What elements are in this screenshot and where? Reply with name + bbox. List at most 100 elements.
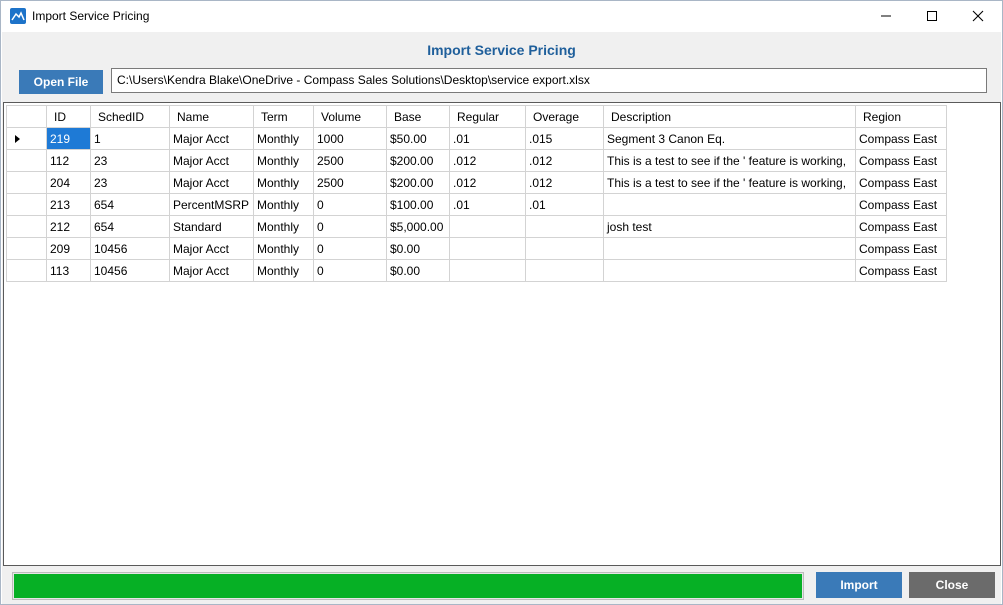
cell-region[interactable]: Compass East <box>855 259 947 282</box>
title-bar[interactable]: Import Service Pricing <box>1 1 1002 32</box>
cell-regular[interactable] <box>449 215 526 238</box>
cell-overage[interactable] <box>525 259 604 282</box>
column-header-regular[interactable]: Regular <box>449 105 526 128</box>
cell-description[interactable] <box>603 193 856 216</box>
cell-description[interactable] <box>603 237 856 260</box>
cell-id[interactable]: 212 <box>46 215 91 238</box>
row-header-cell[interactable] <box>6 149 47 172</box>
table-row[interactable]: 209 10456 Major Acct Monthly 0 $0.00 Compass E… <box>6 237 947 260</box>
cell-region[interactable]: Compass East <box>855 193 947 216</box>
cell-regular[interactable]: .012 <box>449 149 526 172</box>
open-file-button[interactable]: Open File <box>19 70 103 94</box>
cell-volume[interactable]: 2500 <box>313 149 387 172</box>
row-header-cell[interactable] <box>6 193 47 216</box>
column-header-base[interactable]: Base <box>386 105 450 128</box>
cell-overage[interactable] <box>525 215 604 238</box>
cell-base[interactable]: $200.00 <box>386 149 450 172</box>
column-header-description[interactable]: Description <box>603 105 856 128</box>
cell-region[interactable]: Compass East <box>855 149 947 172</box>
maximize-button[interactable] <box>909 1 955 32</box>
cell-schedid[interactable]: 23 <box>90 149 170 172</box>
cell-volume[interactable]: 0 <box>313 215 387 238</box>
cell-description[interactable]: This is a test to see if the ' feature i… <box>603 149 856 172</box>
cell-volume[interactable]: 0 <box>313 193 387 216</box>
row-header-cell[interactable] <box>6 127 47 150</box>
cell-name[interactable]: Standard <box>169 215 254 238</box>
column-header-overage[interactable]: Overage <box>525 105 604 128</box>
cell-term[interactable]: Monthly <box>253 127 314 150</box>
cell-regular[interactable] <box>449 259 526 282</box>
cell-region[interactable]: Compass East <box>855 127 947 150</box>
column-header-region[interactable]: Region <box>855 105 947 128</box>
cell-schedid[interactable]: 23 <box>90 171 170 194</box>
cell-volume[interactable]: 0 <box>313 259 387 282</box>
cell-term[interactable]: Monthly <box>253 237 314 260</box>
cell-volume[interactable]: 1000 <box>313 127 387 150</box>
cell-base[interactable]: $5,000.00 <box>386 215 450 238</box>
cell-term[interactable]: Monthly <box>253 149 314 172</box>
cell-base[interactable]: $200.00 <box>386 171 450 194</box>
cell-id[interactable]: 204 <box>46 171 91 194</box>
minimize-button[interactable] <box>863 1 909 32</box>
table-row[interactable]: 112 23 Major Acct Monthly 2500 $200.00.012.01… <box>6 149 947 172</box>
cell-name[interactable]: Major Acct <box>169 149 254 172</box>
cell-name[interactable]: Major Acct <box>169 171 254 194</box>
cell-name[interactable]: PercentMSRP <box>169 193 254 216</box>
cell-region[interactable]: Compass East <box>855 237 947 260</box>
cell-overage[interactable]: .012 <box>525 171 604 194</box>
cell-overage[interactable] <box>525 237 604 260</box>
cell-id[interactable]: 213 <box>46 193 91 216</box>
cell-regular[interactable]: .01 <box>449 127 526 150</box>
row-header-cell[interactable] <box>6 215 47 238</box>
cell-term[interactable]: Monthly <box>253 193 314 216</box>
cell-regular[interactable]: .01 <box>449 193 526 216</box>
cell-regular[interactable]: .012 <box>449 171 526 194</box>
table-row[interactable]: 213 654 PercentMSRP Monthly 0 $100.00.01.01 Co… <box>6 193 947 216</box>
table-row[interactable]: 219 1 Major Acct Monthly 1000 $50.00.01.015 Se… <box>6 127 947 150</box>
column-header-id[interactable]: ID <box>46 105 91 128</box>
cell-overage[interactable]: .012 <box>525 149 604 172</box>
cell-overage[interactable]: .01 <box>525 193 604 216</box>
column-header-schedid[interactable]: SchedID <box>90 105 170 128</box>
cell-schedid[interactable]: 10456 <box>90 237 170 260</box>
cell-base[interactable]: $100.00 <box>386 193 450 216</box>
cell-base[interactable]: $50.00 <box>386 127 450 150</box>
pricing-data-grid[interactable]: ID SchedID Name Term Volume Base Regular… <box>3 102 1001 566</box>
column-header-term[interactable]: Term <box>253 105 314 128</box>
cell-volume[interactable]: 2500 <box>313 171 387 194</box>
row-header-cell[interactable] <box>6 259 47 282</box>
table-row[interactable]: 204 23 Major Acct Monthly 2500 $200.00.012.01… <box>6 171 947 194</box>
column-header-volume[interactable]: Volume <box>313 105 387 128</box>
file-path-field[interactable]: C:\Users\Kendra Blake\OneDrive - Compass… <box>111 68 987 93</box>
cell-id[interactable]: 112 <box>46 149 91 172</box>
cell-regular[interactable] <box>449 237 526 260</box>
cell-name[interactable]: Major Acct <box>169 259 254 282</box>
cell-name[interactable]: Major Acct <box>169 237 254 260</box>
cell-schedid[interactable]: 654 <box>90 215 170 238</box>
cell-id[interactable]: 209 <box>46 237 91 260</box>
cell-schedid[interactable]: 654 <box>90 193 170 216</box>
table-row[interactable]: 212 654 Standard Monthly 0 $5,000.00 josh test… <box>6 215 947 238</box>
table-row[interactable]: 113 10456 Major Acct Monthly 0 $0.00 Compass E… <box>6 259 947 282</box>
cell-volume[interactable]: 0 <box>313 237 387 260</box>
cell-schedid[interactable]: 10456 <box>90 259 170 282</box>
cell-term[interactable]: Monthly <box>253 171 314 194</box>
cell-description[interactable] <box>603 259 856 282</box>
cell-region[interactable]: Compass East <box>855 171 947 194</box>
cell-schedid[interactable]: 1 <box>90 127 170 150</box>
column-header-name[interactable]: Name <box>169 105 254 128</box>
cell-term[interactable]: Monthly <box>253 215 314 238</box>
row-header-cell[interactable] <box>6 171 47 194</box>
cell-overage[interactable]: .015 <box>525 127 604 150</box>
cell-region[interactable]: Compass East <box>855 215 947 238</box>
close-window-button[interactable] <box>955 1 1001 32</box>
cell-description[interactable]: This is a test to see if the ' feature i… <box>603 171 856 194</box>
cell-name[interactable]: Major Acct <box>169 127 254 150</box>
cell-term[interactable]: Monthly <box>253 259 314 282</box>
cell-description[interactable]: Segment 3 Canon Eq. <box>603 127 856 150</box>
close-button[interactable]: Close <box>909 572 995 598</box>
row-header-cell[interactable] <box>6 237 47 260</box>
cell-base[interactable]: $0.00 <box>386 259 450 282</box>
cell-description[interactable]: josh test <box>603 215 856 238</box>
import-button[interactable]: Import <box>816 572 902 598</box>
